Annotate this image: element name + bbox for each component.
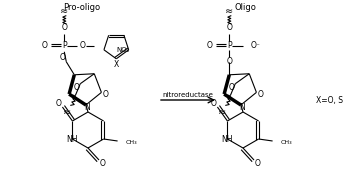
Text: O: O: [62, 23, 67, 32]
Text: O: O: [41, 41, 47, 50]
Text: O: O: [73, 83, 79, 92]
Text: O: O: [206, 41, 212, 50]
Text: ≈: ≈: [218, 107, 226, 117]
Text: X: X: [114, 60, 119, 69]
Text: Oligo: Oligo: [234, 4, 256, 12]
Text: CH₃: CH₃: [126, 139, 137, 145]
Text: P: P: [227, 41, 232, 50]
Text: NH: NH: [222, 136, 233, 145]
Text: P: P: [62, 41, 67, 50]
Text: N: N: [239, 102, 245, 112]
Text: O: O: [255, 159, 261, 167]
Text: O: O: [100, 159, 106, 167]
Text: O: O: [103, 90, 108, 99]
Text: O: O: [59, 53, 65, 62]
Text: O: O: [55, 98, 62, 108]
Text: O: O: [257, 90, 264, 99]
Text: N: N: [84, 102, 90, 112]
Text: NH: NH: [67, 136, 78, 145]
Text: O: O: [79, 41, 85, 50]
Text: O: O: [226, 23, 232, 32]
Text: X=O, S: X=O, S: [317, 95, 344, 105]
Text: O: O: [210, 98, 216, 108]
Text: O: O: [226, 57, 232, 66]
Text: O⁻: O⁻: [250, 41, 260, 50]
Text: nitroreductase: nitroreductase: [163, 92, 213, 98]
Text: ≈: ≈: [63, 107, 71, 117]
Text: NO₂: NO₂: [116, 47, 130, 53]
Text: CH₃: CH₃: [281, 139, 292, 145]
Text: ≈: ≈: [60, 6, 68, 16]
Text: Pro-oligo: Pro-oligo: [63, 4, 100, 12]
Text: ≈: ≈: [225, 6, 233, 16]
Text: O: O: [228, 83, 234, 92]
